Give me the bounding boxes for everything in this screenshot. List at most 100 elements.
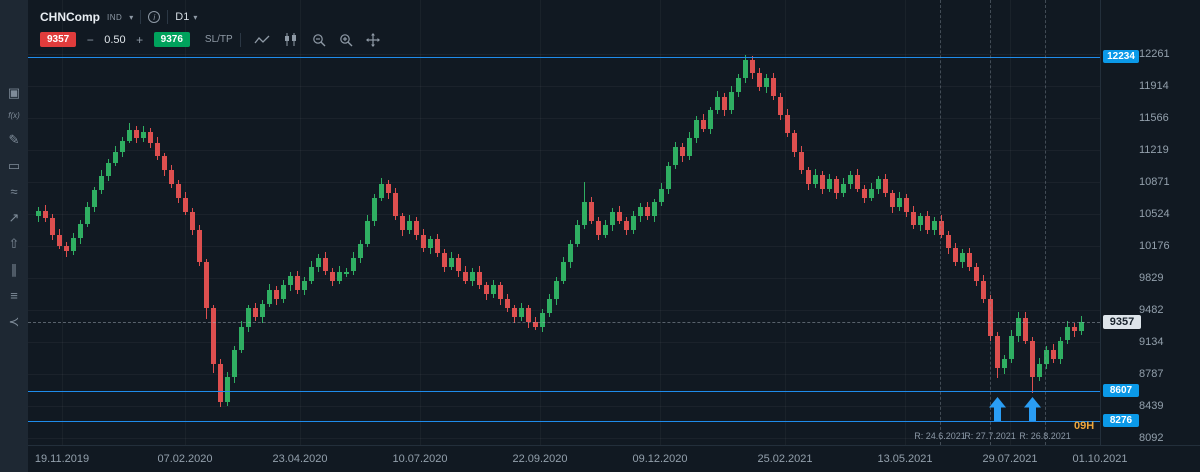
candle-body — [148, 131, 153, 143]
candle-body — [274, 289, 279, 300]
shapes-icon[interactable]: ▭ — [7, 158, 21, 173]
candle-body — [673, 147, 678, 166]
event-marker-line — [940, 0, 941, 445]
price-axis[interactable]: 12261 11914 11566 11219 10871 10524 10176 9829 9… — [1100, 0, 1200, 445]
gridline-vertical — [1010, 0, 1011, 445]
candle-body — [400, 216, 405, 230]
candle-body — [190, 211, 195, 230]
candle-body — [141, 131, 146, 138]
candle-body — [596, 220, 601, 235]
candle-body — [64, 245, 69, 252]
candle-body — [729, 91, 734, 111]
snapshot-icon[interactable]: ▣ — [7, 85, 21, 100]
price-tick-label: 10524 — [1139, 208, 1170, 220]
candle-body — [50, 218, 55, 235]
info-icon[interactable]: i — [148, 11, 161, 23]
gridline-horizontal — [28, 342, 1100, 343]
sell-price-button[interactable]: 9357 — [40, 32, 77, 47]
candle-body — [995, 335, 1000, 369]
candle-body — [211, 308, 216, 364]
objects-list-icon[interactable]: ≡ — [10, 288, 18, 303]
chart-plot[interactable]: R: 24.6.2021 R: 27.7.2021 R: 26.8.2021 09H — [28, 0, 1100, 445]
sltp-button[interactable]: SL/TP — [204, 34, 233, 45]
candle-body — [750, 59, 755, 74]
candle-body — [1072, 326, 1077, 332]
zoom-in-icon[interactable] — [339, 33, 353, 47]
timeframe-select[interactable]: D1 ▾ — [175, 11, 197, 23]
candle-body — [498, 285, 503, 300]
price-tick-label: 11566 — [1139, 112, 1169, 124]
candle-body — [715, 96, 720, 111]
draw-icon[interactable]: ✎ — [8, 132, 20, 147]
zoom-out-icon[interactable] — [312, 33, 326, 47]
elliott-waves-icon[interactable]: ≈ — [10, 184, 18, 199]
gridline-horizontal — [28, 150, 1100, 151]
price-level-label[interactable]: 8607 — [1103, 383, 1139, 397]
candle-body — [855, 174, 860, 189]
candle-body — [491, 285, 496, 295]
gridline-vertical — [62, 0, 63, 445]
candle-body — [57, 234, 62, 246]
price-tick-label: 9829 — [1139, 272, 1164, 284]
drawing-toolbar: ▣ f(x) ✎ ▭ ≈ ↗ ⇧ ∥ ≡ ≺ — [0, 0, 28, 472]
candle-body — [218, 363, 223, 403]
pan-icon[interactable] — [365, 32, 380, 47]
candle-body — [36, 210, 41, 217]
gridline-vertical — [300, 0, 301, 445]
symbol-name[interactable]: CHNComp — [40, 10, 100, 24]
buy-arrow-icon[interactable] — [1024, 397, 1041, 421]
candle-body — [533, 322, 538, 327]
candle-body — [1058, 340, 1063, 359]
gridline-horizontal — [28, 182, 1100, 183]
divider — [140, 10, 142, 24]
price-level-line[interactable] — [28, 421, 1100, 423]
candle-body — [1016, 317, 1021, 336]
candle-body — [393, 193, 398, 217]
indicators-icon[interactable]: f(x) — [8, 111, 20, 120]
gridline-vertical — [905, 0, 906, 445]
candle-body — [183, 197, 188, 212]
candle-body — [379, 184, 384, 198]
annotation-text: 09H — [1074, 420, 1095, 432]
candlestick-icon[interactable] — [283, 33, 299, 46]
candle-body — [330, 271, 335, 281]
candle-body — [78, 223, 83, 239]
chevron-down-icon[interactable]: ▾ — [129, 12, 134, 22]
candle-body — [1079, 321, 1084, 332]
candle-body — [953, 248, 958, 263]
candle-body — [99, 175, 104, 191]
price-level-label[interactable]: 12234 — [1103, 49, 1139, 63]
price-level-line[interactable] — [28, 390, 1100, 392]
candle-body — [519, 308, 524, 318]
candle-body — [694, 119, 699, 138]
candle-body — [785, 114, 790, 134]
volume-increase-button[interactable]: + — [136, 32, 144, 47]
candle-body — [890, 193, 895, 207]
price-level-label[interactable]: 8276 — [1103, 414, 1139, 428]
candle-body — [848, 174, 853, 184]
candle-body — [960, 253, 965, 263]
time-axis[interactable]: 19.11.2019 07.02.2020 23.04.2020 10.07.2020… — [0, 445, 1200, 472]
arrow-marker-icon[interactable]: ⇧ — [8, 236, 20, 251]
event-marker-line — [990, 0, 991, 445]
line-chart-icon[interactable] — [254, 34, 270, 46]
candle-body — [288, 276, 293, 286]
timeframe-value: D1 — [175, 11, 190, 23]
volume-decrease-button[interactable]: − — [86, 32, 94, 47]
candle-body — [757, 73, 762, 88]
candle-body — [687, 137, 692, 157]
measure-icon[interactable]: ∥ — [10, 262, 18, 277]
candle-body — [666, 165, 671, 189]
gridline-vertical — [540, 0, 541, 445]
share-icon[interactable]: ≺ — [8, 314, 20, 329]
chart-toolbar: CHNComp IND ▾ i D1 ▾ 9357 − 0.50 + 9376 … — [40, 10, 380, 47]
price-level-line[interactable] — [28, 56, 1100, 58]
candle-body — [407, 220, 412, 230]
volume-value[interactable]: 0.50 — [104, 33, 126, 46]
candle-body — [806, 170, 811, 184]
candle-body — [344, 271, 349, 274]
buy-price-button[interactable]: 9376 — [153, 32, 190, 47]
buy-arrow-icon[interactable] — [989, 397, 1006, 421]
candle-body — [967, 253, 972, 267]
trend-lines-icon[interactable]: ↗ — [8, 210, 20, 225]
